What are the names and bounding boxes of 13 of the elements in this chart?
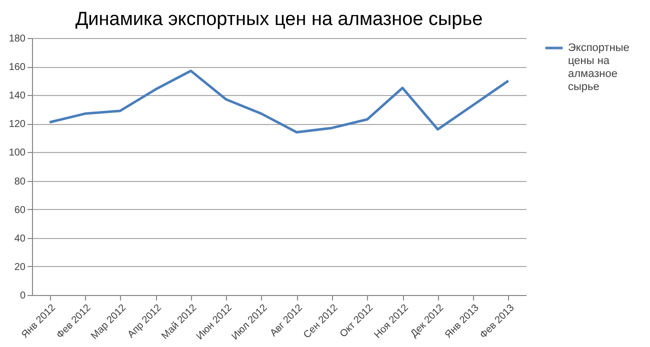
y-tick-label: 120 — [8, 119, 26, 130]
y-tick-label: 180 — [8, 34, 26, 44]
y-tick-label: 160 — [8, 62, 26, 74]
y-tick-label: 80 — [14, 176, 26, 188]
legend-label: Экспортные цены на алмазное сырье — [568, 42, 630, 93]
line-series — [48, 70, 510, 134]
y-tick-label: 20 — [14, 262, 26, 273]
y-tick-label: 0 — [20, 290, 26, 302]
chart-title: Динамика экспортных цен на алмазное сырье — [75, 9, 483, 30]
y-tick-label: 60 — [14, 204, 26, 216]
y-tick-label: 140 — [8, 90, 26, 102]
y-tick-label: 40 — [14, 233, 26, 244]
y-tick-label: 100 — [8, 148, 26, 159]
